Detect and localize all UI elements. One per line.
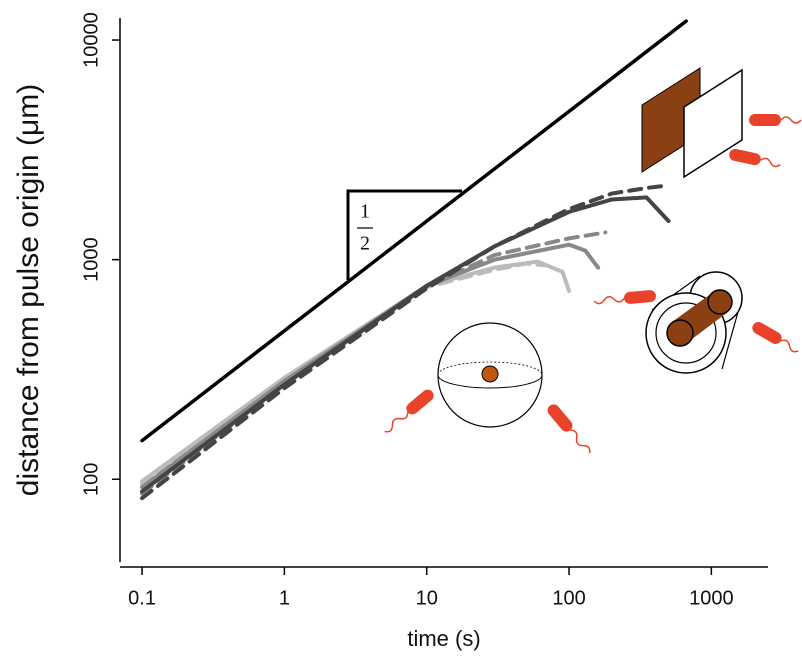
x-tick-label: 0.1 [128, 587, 156, 609]
sphere-illustration [437, 322, 543, 428]
x-tick-label: 1000 [689, 587, 734, 609]
y-tick-label: 100 [80, 463, 102, 496]
series-line [140, 195, 671, 494]
series-line [140, 259, 572, 484]
bacterium [384, 389, 434, 433]
x-tick-label: 100 [552, 587, 585, 609]
slope-denominator: 2 [360, 233, 370, 255]
bacterium [547, 404, 591, 454]
series-line [140, 183, 671, 501]
x-tick-label: 1 [279, 587, 290, 609]
x-tick-label: 10 [416, 587, 438, 609]
slope-numerator: 1 [360, 201, 370, 223]
bacterium [593, 290, 656, 305]
y-tick-label: 10000 [80, 12, 102, 68]
bacterium [749, 114, 802, 126]
plane-outline [683, 68, 743, 179]
bacterium [752, 322, 799, 353]
series-line [140, 19, 688, 443]
series-line [140, 242, 601, 490]
bacterium [729, 148, 781, 168]
y-tick-label: 1000 [80, 237, 102, 282]
cylinder-illustration [645, 271, 743, 374]
y-axis-title: distance from pulse origin (μm) [12, 84, 45, 496]
slope-triangle [346, 189, 462, 280]
x-axis-title: time (s) [407, 626, 480, 651]
